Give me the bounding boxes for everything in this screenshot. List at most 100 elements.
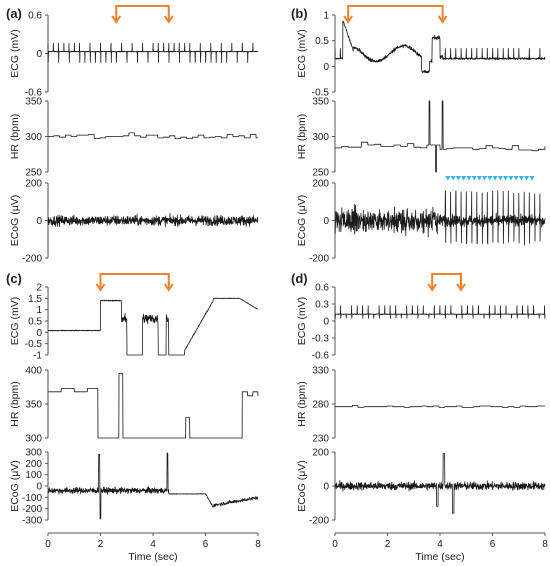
y-tick-label: 200	[312, 179, 329, 190]
x-tick-label: 0	[45, 539, 51, 550]
y-tick-label: 0	[323, 482, 329, 493]
triangle-marker	[492, 176, 498, 181]
y-tick-label: 300	[25, 448, 42, 459]
y-tick-label: 0	[36, 49, 42, 60]
bracket-arrow-right	[163, 15, 174, 24]
triangle-marker	[466, 176, 472, 181]
y-tick-label: 230	[312, 434, 329, 445]
y-tick-label: 1.5	[28, 294, 42, 305]
panel-label: (b)	[291, 6, 308, 21]
triangle-marker	[508, 176, 514, 181]
y-axis-label: ECG (mV)	[296, 29, 308, 77]
subplot-ecg: 0.6 0 -0.6 ECG (mV)	[9, 11, 259, 99]
bracket-arrow-right	[163, 283, 174, 292]
x-axis-label: Time (sec)	[128, 551, 177, 563]
bracket-arrow-right	[437, 15, 448, 24]
event-bracket	[431, 273, 462, 288]
triangle-marker	[503, 176, 509, 181]
triangle-marker	[513, 176, 519, 181]
triangle-marker	[476, 176, 482, 181]
y-axis-label: ECoG (μV)	[9, 195, 21, 247]
x-tick-label: 8	[255, 539, 261, 550]
y-tick-label: -200	[309, 516, 329, 527]
series-hr-trace	[334, 100, 546, 173]
y-tick-label: 350	[25, 400, 42, 411]
y-tick-label: -1	[33, 351, 42, 362]
y-tick-label: 330	[312, 366, 329, 377]
x-tick-label: 4	[150, 539, 156, 550]
triangle-marker	[518, 176, 524, 181]
series-ecog-trace	[47, 213, 259, 228]
series-ecog-trace	[334, 453, 546, 514]
y-tick-label: 280	[312, 400, 329, 411]
bracket-arrow-left	[111, 15, 122, 24]
x-tick-label: 4	[437, 539, 443, 550]
event-bracket	[99, 273, 170, 288]
y-tick-label: -0.6	[25, 88, 43, 99]
y-tick-label: -0.3	[312, 334, 330, 345]
y-axis-label: ECoG (μV)	[296, 460, 308, 512]
y-tick-label: 0	[323, 317, 329, 328]
triangle-marker	[497, 176, 503, 181]
x-tick-label: 6	[203, 539, 209, 550]
x-tick-label: 8	[542, 539, 548, 550]
triangle-marker	[471, 176, 477, 181]
bracket-arrow-left	[95, 283, 106, 292]
y-axis-label: HR (bpm)	[296, 381, 308, 427]
y-tick-label: 300	[25, 132, 42, 143]
series-ecg-trace	[47, 42, 259, 63]
x-tick-label: 0	[332, 539, 338, 550]
triangle-marker	[482, 176, 488, 181]
y-tick-label: -0.5	[25, 339, 43, 350]
y-tick-label: 0	[323, 216, 329, 227]
event-bracket	[115, 5, 170, 20]
triangle-marker	[450, 176, 456, 181]
y-tick-label: -200	[22, 504, 42, 515]
panel-b: (b) 1 0.5 0 -0.5 ECG (mV) 350 300 250 HR (bpm) 200…	[291, 5, 546, 265]
y-axis-label: ECG (mV)	[296, 297, 308, 345]
y-tick-label: 400	[25, 366, 42, 377]
y-tick-label: 1	[36, 305, 42, 316]
y-axis-label: ECoG (μV)	[9, 460, 21, 512]
y-tick-label: 0.6	[28, 11, 42, 22]
bracket-arrow-left	[427, 283, 437, 292]
y-tick-label: 2	[36, 283, 42, 294]
y-tick-label: 250	[312, 168, 329, 179]
series-ecg-trace	[334, 20, 546, 74]
y-axis-label: HR (bpm)	[9, 381, 21, 427]
y-tick-label: 300	[312, 132, 329, 143]
y-tick-label: 0.3	[315, 300, 329, 311]
triangle-marker	[445, 176, 451, 181]
bracket-arrow-left	[343, 15, 353, 24]
subplot-hr: 350 300 250 HR (bpm)	[9, 97, 259, 179]
y-tick-label: 0	[36, 216, 42, 227]
y-tick-label: -200	[22, 254, 42, 265]
y-tick-label: 350	[312, 97, 329, 108]
series-hr-trace	[334, 405, 546, 408]
subplot-ecg: 0.6 0.3 0 -0.3 -0.6 ECG (mV)	[296, 283, 546, 362]
y-axis-label: ECG (mV)	[9, 29, 21, 77]
bracket-arrow-right	[456, 283, 466, 292]
event-bracket	[347, 5, 444, 20]
series-hr-trace	[47, 132, 259, 139]
y-axis-label: HR (bpm)	[296, 114, 308, 160]
triangle-marker	[529, 176, 535, 181]
panel-label: (a)	[6, 6, 22, 21]
y-tick-label: 0.5	[315, 36, 329, 47]
subplot-hr: 350 300 250 HR (bpm)	[296, 97, 546, 179]
triangle-marker	[524, 176, 530, 181]
subplot-hr: 400 350 300 HR (bpm)	[9, 366, 259, 445]
y-tick-label: -200	[309, 254, 329, 265]
y-tick-label: 350	[25, 97, 42, 108]
triangle-marker	[461, 176, 467, 181]
panel-a: (a) 0.6 0 -0.6 ECG (mV) 350 300 250 HR (bpm) 200 0…	[6, 5, 259, 265]
x-tick-label: 6	[490, 539, 496, 550]
y-tick-label: -300	[22, 516, 42, 527]
y-tick-label: 200	[25, 459, 42, 470]
